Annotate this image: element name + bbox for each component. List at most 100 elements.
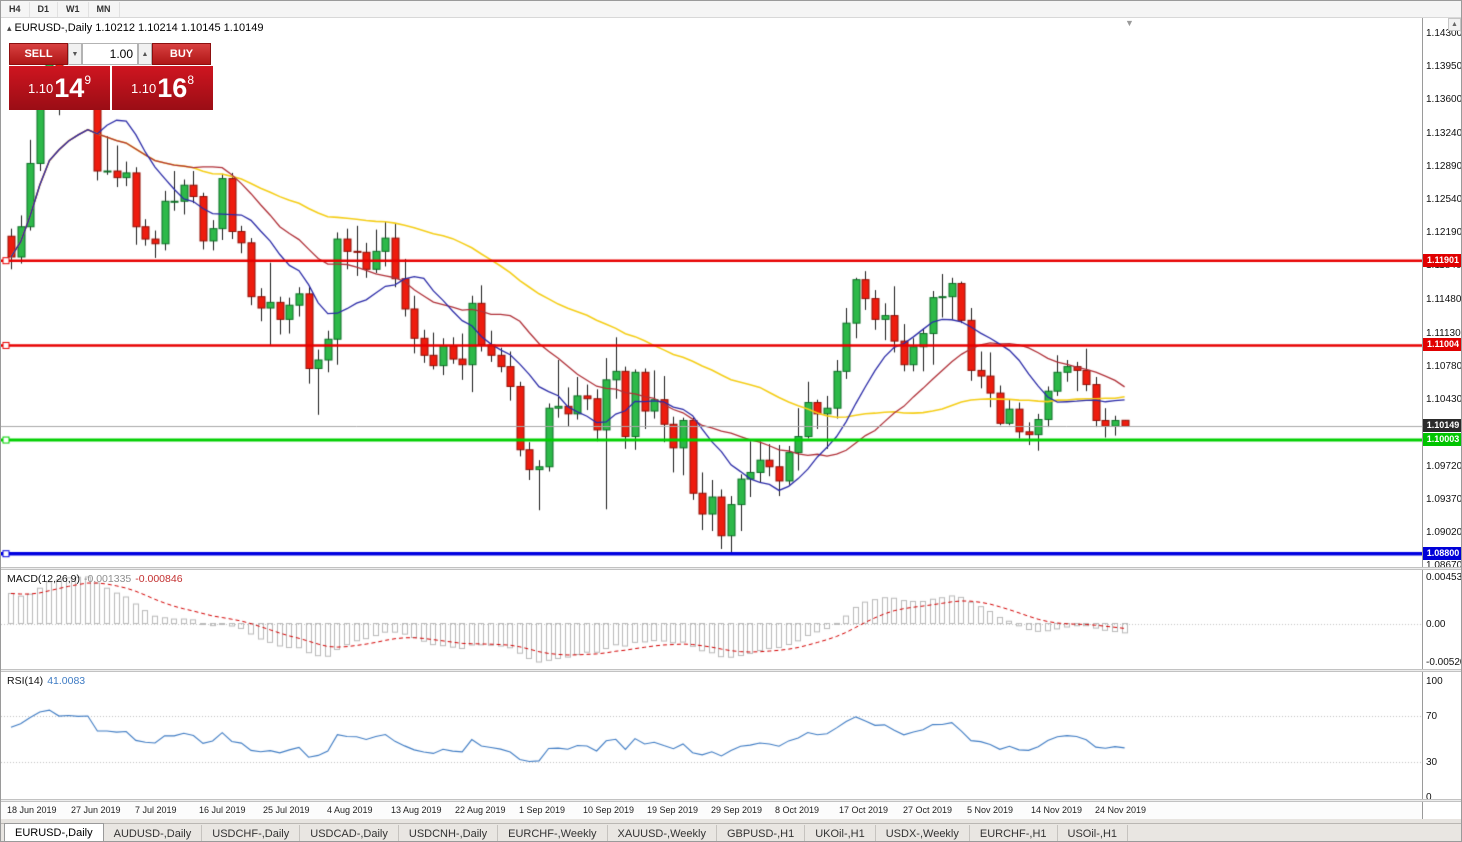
price-scale-label: 1.12540: [1426, 194, 1462, 206]
buy-price-pips: 16: [157, 72, 188, 103]
time-axis-label: 17 Oct 2019: [839, 805, 889, 815]
rsi-scale-label: 100: [1426, 676, 1443, 687]
price-scale-label: 1.13600: [1426, 94, 1462, 106]
buy-button[interactable]: BUY: [152, 43, 211, 65]
macd-title: MACD(12,26,9): [7, 573, 80, 585]
timeframe-button-h4[interactable]: H4: [1, 1, 30, 17]
price-scale-label: 1.12190: [1426, 227, 1462, 239]
price-line-tag: 1.11004: [1423, 338, 1461, 352]
time-axis-label: 29 Sep 2019: [711, 805, 763, 815]
scroll-up-button[interactable]: ▲: [1448, 18, 1461, 31]
price-scale-label: 1.10430: [1426, 393, 1462, 405]
chart-tab[interactable]: USDCAD-,Daily: [300, 825, 399, 841]
chart-tab[interactable]: EURCHF-,H1: [970, 825, 1058, 841]
time-axis-label: 27 Oct 2019: [903, 805, 953, 815]
sell-price-pipette: 9: [84, 73, 92, 87]
macd-main-value: -0.001335: [83, 573, 132, 585]
macd-indicator-canvas[interactable]: [1, 570, 1422, 669]
sell-button[interactable]: SELL: [9, 43, 68, 65]
time-axis-label: 24 Nov 2019: [1095, 805, 1147, 815]
one-click-collapse-icon[interactable]: ▴: [7, 23, 12, 33]
price-scale-label: 1.13240: [1426, 128, 1462, 140]
macd-scale-label: -0.005205: [1426, 657, 1461, 668]
time-axis-label: 16 Jul 2019: [199, 805, 246, 815]
volume-increase-button[interactable]: ▲: [138, 43, 152, 65]
chart-tab[interactable]: USDCHF-,Daily: [202, 825, 301, 841]
price-scale[interactable]: 1.14300 1.13950 1.13600 1.13240 1.12890 1.125…: [1422, 17, 1462, 819]
sell-price-tile[interactable]: 1.10 14 9: [9, 66, 110, 110]
price-scale-label: 1.09370: [1426, 493, 1462, 505]
price-scale-label: 1.08670: [1426, 560, 1462, 571]
chart-tab[interactable]: USDCNH-,Daily: [399, 825, 499, 841]
time-axis-label: 22 Aug 2019: [455, 805, 506, 815]
chart-tab[interactable]: XAUUSD-,Weekly: [608, 825, 717, 841]
time-axis-label: 13 Aug 2019: [391, 805, 442, 815]
rsi-scale-label: 70: [1426, 710, 1438, 722]
chart-symbol-period: EURUSD-,Daily: [14, 22, 93, 34]
time-axis-splitter[interactable]: [1, 799, 1461, 802]
price-scale-label: 1.11480: [1426, 294, 1462, 306]
chart-tab[interactable]: USDX-,Weekly: [876, 825, 970, 841]
chart-tab[interactable]: AUDUSD-,Daily: [104, 825, 203, 841]
chart-tab-bar: EURUSD-,Daily AUDUSD-,Daily USDCHF-,Daily U…: [1, 823, 1461, 841]
time-axis[interactable]: 18 Jun 2019 27 Jun 2019 7 Jul 2019 16 Jul 2…: [1, 801, 1422, 819]
time-axis-label: 5 Nov 2019: [967, 805, 1014, 815]
buy-price-prefix: 1.10: [130, 80, 157, 96]
macd-scale-label: 0.004536: [1426, 572, 1462, 583]
macd-panel-splitter[interactable]: [1, 567, 1461, 570]
price-line-tag: 1.10003: [1423, 433, 1461, 447]
volume-input[interactable]: [82, 43, 138, 65]
chart-ohlc-values: 1.10212 1.10214 1.10145 1.10149: [95, 22, 264, 34]
chart-shift-marker[interactable]: ▼: [1125, 18, 1134, 28]
time-axis-label: 8 Oct 2019: [775, 805, 820, 815]
price-scale-label: 1.12890: [1426, 161, 1462, 173]
one-click-trading-panel: SELL ▼ ▲ BUY 1.10 14 9 1.10 16 8: [9, 43, 213, 110]
chart-tab[interactable]: EURUSD-,Daily: [4, 823, 104, 841]
price-chart-canvas[interactable]: [1, 17, 1422, 567]
chart-tab[interactable]: EURCHF-,Weekly: [498, 825, 608, 841]
rsi-scale-label: 0: [1426, 791, 1432, 803]
timeframe-button-d1[interactable]: D1: [30, 1, 59, 17]
time-axis-label: 19 Sep 2019: [647, 805, 699, 815]
buy-price-tile[interactable]: 1.10 16 8: [112, 66, 213, 110]
sell-price-prefix: 1.10: [27, 80, 54, 96]
time-axis-label: 1 Sep 2019: [519, 805, 566, 815]
time-axis-label: 7 Jul 2019: [135, 805, 177, 815]
bottom-strip: [1, 819, 1461, 823]
rsi-scale-label: 30: [1426, 756, 1438, 768]
timeframe-button-w1[interactable]: W1: [58, 1, 89, 17]
time-axis-label: 10 Sep 2019: [583, 805, 635, 815]
time-axis-label: 27 Jun 2019: [71, 805, 121, 815]
chart-tab[interactable]: UKOil-,H1: [805, 825, 876, 841]
price-scale-label: 1.09720: [1426, 460, 1462, 472]
price-scale-label: 1.10780: [1426, 360, 1462, 372]
macd-signal-value: -0.000846: [135, 573, 183, 585]
rsi-title: RSI(14): [7, 675, 44, 687]
time-axis-label: 25 Jul 2019: [263, 805, 310, 815]
timeframe-toolbar: H4 D1 W1 MN: [1, 1, 1461, 18]
rsi-value: 41.0083: [47, 675, 86, 687]
chart-tab[interactable]: GBPUSD-,H1: [717, 825, 806, 841]
chart-header: ▴ EURUSD-,Daily 1.10212 1.10214 1.10145 1…: [7, 22, 263, 34]
price-scale-label: 1.13950: [1426, 61, 1462, 73]
time-axis-label: 4 Aug 2019: [327, 805, 373, 815]
rsi-panel-splitter[interactable]: [1, 669, 1461, 672]
macd-header: MACD(12,26,9) -0.001335 -0.000846: [7, 573, 183, 585]
rsi-indicator-canvas[interactable]: [1, 672, 1422, 799]
price-scale-label: 1.14300: [1426, 28, 1462, 39]
price-line-tag: 1.11901: [1423, 253, 1461, 267]
price-scale-label: 1.09020: [1426, 526, 1462, 538]
buy-price-pipette: 8: [187, 73, 195, 87]
chart-tab[interactable]: USOil-,H1: [1058, 825, 1129, 841]
volume-decrease-button[interactable]: ▼: [68, 43, 82, 65]
bid-price-tag: 1.10149: [1423, 419, 1461, 433]
rsi-header: RSI(14) 41.0083: [7, 675, 85, 687]
timeframe-button-mn[interactable]: MN: [89, 1, 120, 17]
macd-scale-label: 0.00: [1426, 618, 1446, 630]
time-axis-label: 18 Jun 2019: [7, 805, 57, 815]
price-scale-label: 1.11130: [1426, 327, 1461, 339]
time-axis-label: 14 Nov 2019: [1031, 805, 1083, 815]
sell-price-pips: 14: [54, 72, 85, 103]
price-line-tag: 1.08800: [1423, 546, 1461, 560]
